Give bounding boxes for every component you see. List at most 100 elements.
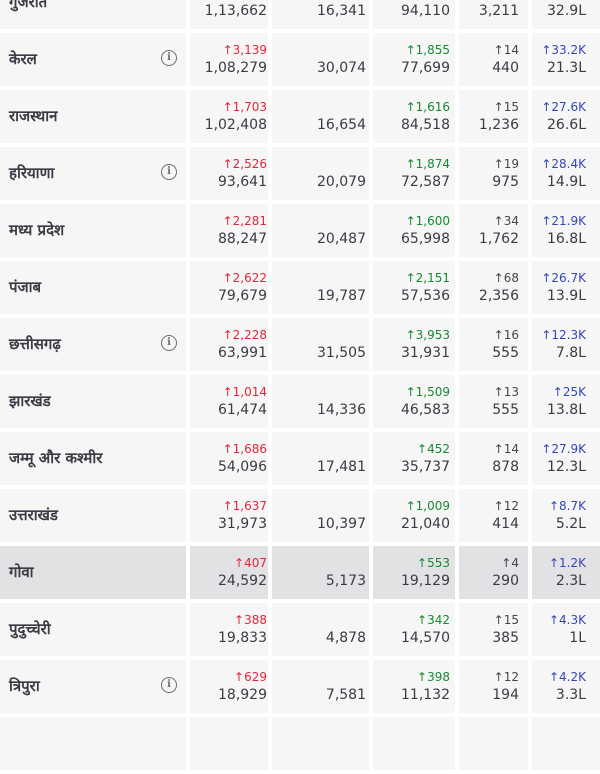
confirmed-cell: 1,13,662 [190, 0, 268, 29]
recovered-delta: ↑3,953 [405, 328, 450, 342]
recovered-value: 46,583 [401, 402, 450, 418]
confirmed-value: 88,247 [218, 231, 267, 247]
recovered-value: 84,518 [401, 117, 450, 133]
table-row[interactable] [0, 717, 600, 770]
state-cell[interactable]: मध्य प्रदेश [0, 204, 186, 257]
tested-delta: ↑4.2K [548, 670, 586, 684]
info-circle-icon[interactable]: i [161, 677, 177, 693]
recovered-delta: ↑452 [417, 442, 450, 456]
tested-delta: ↑27.6K [541, 100, 586, 114]
table-row[interactable]: उत्तराखंड ↑1,637 31,973 10,397 ↑1,009 21,040 ↑… [0, 489, 600, 542]
state-cell[interactable] [0, 717, 186, 770]
state-cell[interactable]: त्रिपुरा i [0, 660, 186, 713]
deceased-value: 2,356 [478, 288, 519, 304]
tested-delta: ↑8.7K [548, 499, 586, 513]
active-value: 20,487 [317, 231, 366, 247]
state-cell[interactable]: गोवा [0, 546, 186, 599]
table-row[interactable]: राजस्थान ↑1,703 1,02,408 16,654 ↑1,616 84,518… [0, 90, 600, 143]
deceased-value: 975 [492, 174, 519, 190]
deceased-cell: ↑12 194 [459, 660, 528, 713]
active-cell: 16,654 [272, 90, 369, 143]
state-cell[interactable]: उत्तराखंड [0, 489, 186, 542]
deceased-delta: ↑19 [493, 157, 519, 171]
tested-value: 14.9L [547, 174, 586, 190]
tested-value: 2.3L [555, 573, 586, 589]
active-value: 16,341 [317, 3, 366, 19]
state-cell[interactable]: झारखंड [0, 375, 186, 428]
state-cell[interactable]: राजस्थान [0, 90, 186, 143]
confirmed-cell: ↑3,139 1,08,279 [190, 33, 268, 86]
recovered-value: 11,132 [401, 687, 450, 703]
state-cell[interactable]: पंजाब [0, 261, 186, 314]
table-row[interactable]: पुदुच्चेरी ↑388 19,833 4,878 ↑342 14,570 ↑15 38… [0, 603, 600, 656]
active-cell: 10,397 [272, 489, 369, 542]
confirmed-value: 63,991 [218, 345, 267, 361]
confirmed-value: 93,641 [218, 174, 267, 190]
confirmed-value: 61,474 [218, 402, 267, 418]
active-cell: 20,487 [272, 204, 369, 257]
table-row[interactable]: हरियाणा i ↑2,526 93,641 20,079 ↑1,874 72,587 ↑1… [0, 147, 600, 200]
confirmed-cell: ↑1,637 31,973 [190, 489, 268, 542]
deceased-delta: ↑12 [493, 499, 519, 513]
table-row[interactable]: जम्मू और कश्मीर ↑1,686 54,096 17,481 ↑452 35,… [0, 432, 600, 485]
tested-value: 3.3L [555, 687, 586, 703]
tested-cell: 32.9L [532, 0, 600, 29]
confirmed-cell: ↑388 19,833 [190, 603, 268, 656]
table-row[interactable]: पंजाब ↑2,622 79,679 19,787 ↑2,151 57,536 ↑68 2,… [0, 261, 600, 314]
confirmed-cell: ↑1,703 1,02,408 [190, 90, 268, 143]
tested-cell: ↑33.2K 21.3L [532, 33, 600, 86]
tested-delta: ↑33.2K [541, 43, 586, 57]
recovered-cell [373, 717, 455, 770]
deceased-cell: ↑16 555 [459, 318, 528, 371]
state-name: गोवा [9, 563, 34, 581]
deceased-cell: ↑14 440 [459, 33, 528, 86]
confirmed-cell: ↑2,281 88,247 [190, 204, 268, 257]
recovered-cell: ↑1,855 77,699 [373, 33, 455, 86]
deceased-value: 878 [492, 459, 519, 475]
state-cell[interactable]: छत्तीसगढ़ i [0, 318, 186, 371]
recovered-value: 35,737 [401, 459, 450, 475]
confirmed-delta: ↑1,637 [222, 499, 267, 513]
recovered-delta: ↑398 [417, 670, 450, 684]
active-cell: 7,581 [272, 660, 369, 713]
state-cell[interactable]: गुजरात [0, 0, 186, 29]
recovered-value: 21,040 [401, 516, 450, 532]
confirmed-cell: ↑2,622 79,679 [190, 261, 268, 314]
table-row[interactable]: झारखंड ↑1,014 61,474 14,336 ↑1,509 46,583 ↑13 5… [0, 375, 600, 428]
active-cell: 16,341 [272, 0, 369, 29]
confirmed-value: 1,08,279 [204, 60, 267, 76]
table-row[interactable]: गुजरात 1,13,662 16,341 94,110 3,211 32.9L [0, 0, 600, 29]
state-cell[interactable]: हरियाणा i [0, 147, 186, 200]
table-row[interactable]: छत्तीसगढ़ i ↑2,228 63,991 31,505 ↑3,953 31,931… [0, 318, 600, 371]
state-name: जम्मू और कश्मीर [9, 449, 103, 467]
deceased-value: 385 [492, 630, 519, 646]
recovered-delta: ↑553 [417, 556, 450, 570]
deceased-cell: ↑34 1,762 [459, 204, 528, 257]
recovered-value: 19,129 [401, 573, 450, 589]
active-cell: 20,079 [272, 147, 369, 200]
deceased-delta: ↑15 [493, 613, 519, 627]
table-row[interactable]: गोवा ↑407 24,592 5,173 ↑553 19,129 ↑4 290 ↑1.2K 2… [0, 546, 600, 599]
state-cell[interactable]: जम्मू और कश्मीर [0, 432, 186, 485]
recovered-value: 14,570 [401, 630, 450, 646]
recovered-delta: ↑1,616 [405, 100, 450, 114]
recovered-cell: ↑553 19,129 [373, 546, 455, 599]
recovered-delta: ↑1,600 [405, 214, 450, 228]
active-cell: 14,336 [272, 375, 369, 428]
deceased-delta: ↑16 [493, 328, 519, 342]
confirmed-delta: ↑2,526 [222, 157, 267, 171]
info-circle-icon[interactable]: i [161, 164, 177, 180]
table-row[interactable]: त्रिपुरा i ↑629 18,929 7,581 ↑398 11,132 ↑12 194… [0, 660, 600, 713]
table-row[interactable]: केरल i ↑3,139 1,08,279 30,074 ↑1,855 77,699 ↑14… [0, 33, 600, 86]
info-circle-icon[interactable]: i [161, 335, 177, 351]
tested-value: 26.6L [547, 117, 586, 133]
recovered-delta: ↑1,509 [405, 385, 450, 399]
state-cell[interactable]: पुदुच्चेरी [0, 603, 186, 656]
confirmed-cell: ↑629 18,929 [190, 660, 268, 713]
info-circle-icon[interactable]: i [161, 50, 177, 66]
active-cell: 30,074 [272, 33, 369, 86]
recovered-cell: ↑1,600 65,998 [373, 204, 455, 257]
deceased-value: 440 [492, 60, 519, 76]
table-row[interactable]: मध्य प्रदेश ↑2,281 88,247 20,487 ↑1,600 65,99… [0, 204, 600, 257]
state-cell[interactable]: केरल i [0, 33, 186, 86]
